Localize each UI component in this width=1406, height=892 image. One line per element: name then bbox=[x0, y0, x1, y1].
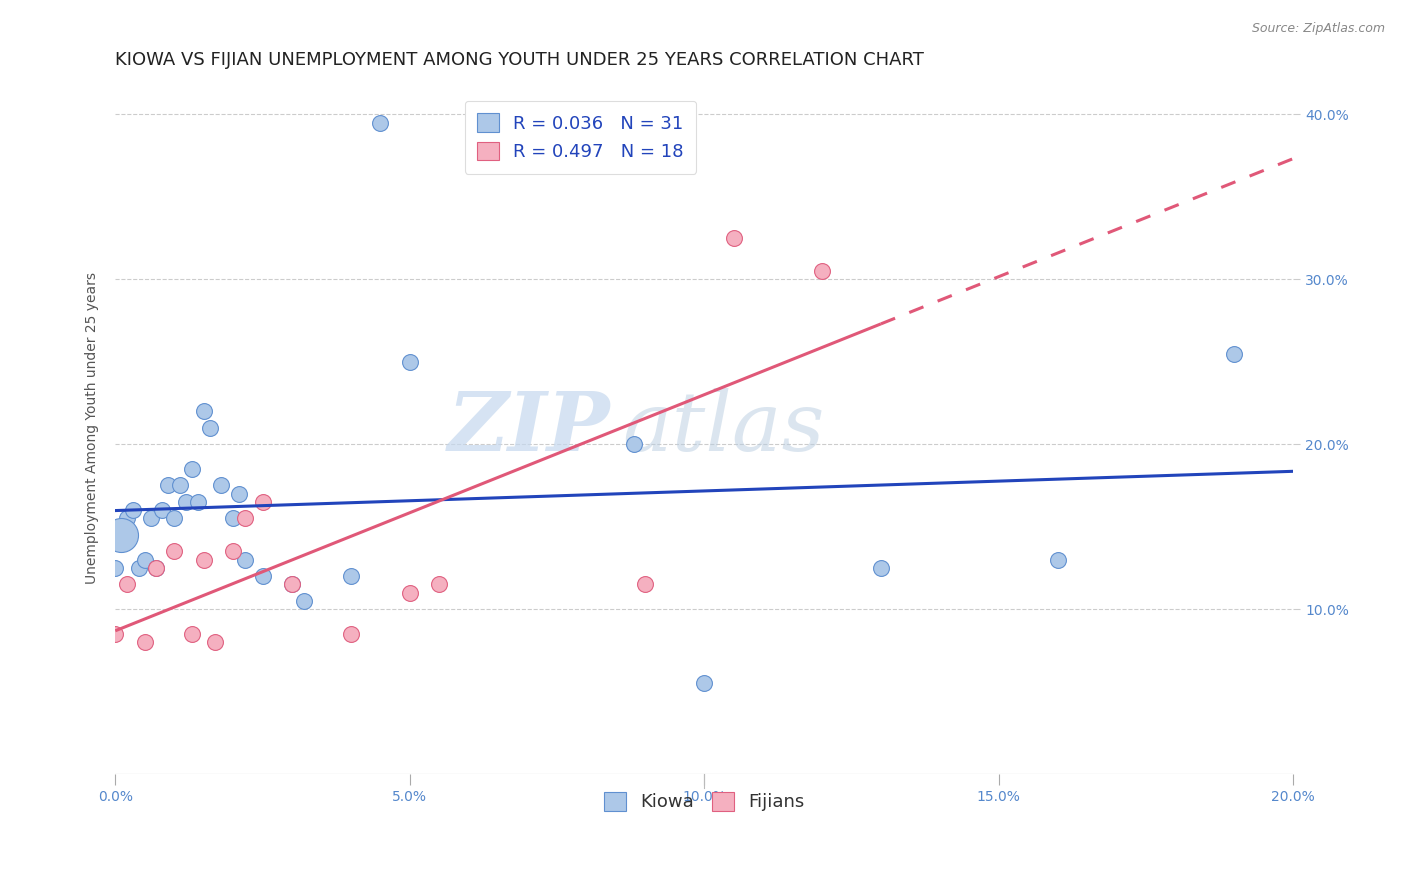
Text: Source: ZipAtlas.com: Source: ZipAtlas.com bbox=[1251, 22, 1385, 36]
Point bbox=[623, 437, 645, 451]
Point bbox=[198, 421, 221, 435]
Point bbox=[180, 462, 202, 476]
Point bbox=[139, 511, 162, 525]
Point bbox=[870, 561, 893, 575]
Point bbox=[368, 115, 391, 129]
Point bbox=[634, 577, 657, 591]
Point bbox=[222, 511, 245, 525]
Point bbox=[233, 552, 256, 566]
Point bbox=[134, 552, 156, 566]
Point bbox=[427, 577, 450, 591]
Point bbox=[1223, 346, 1246, 360]
Point bbox=[104, 561, 127, 575]
Point bbox=[723, 231, 745, 245]
Point bbox=[340, 627, 363, 641]
Point bbox=[150, 503, 173, 517]
Point bbox=[398, 355, 420, 369]
Point bbox=[115, 577, 138, 591]
Point bbox=[193, 404, 215, 418]
Point bbox=[281, 577, 304, 591]
Point bbox=[811, 264, 834, 278]
Point bbox=[292, 594, 315, 608]
Point bbox=[104, 627, 127, 641]
Point bbox=[145, 561, 167, 575]
Point bbox=[174, 495, 197, 509]
Point bbox=[193, 552, 215, 566]
Point bbox=[340, 569, 363, 583]
Point bbox=[110, 528, 132, 542]
Point bbox=[693, 676, 716, 690]
Point bbox=[163, 511, 186, 525]
Point bbox=[122, 503, 145, 517]
Point bbox=[252, 495, 274, 509]
Point bbox=[180, 627, 202, 641]
Point bbox=[134, 635, 156, 649]
Point bbox=[115, 511, 138, 525]
Point bbox=[169, 478, 191, 492]
Point bbox=[157, 478, 180, 492]
Point bbox=[145, 561, 167, 575]
Y-axis label: Unemployment Among Youth under 25 years: Unemployment Among Youth under 25 years bbox=[86, 272, 100, 583]
Point bbox=[204, 635, 226, 649]
Point bbox=[128, 561, 150, 575]
Text: KIOWA VS FIJIAN UNEMPLOYMENT AMONG YOUTH UNDER 25 YEARS CORRELATION CHART: KIOWA VS FIJIAN UNEMPLOYMENT AMONG YOUTH… bbox=[115, 51, 924, 69]
Point bbox=[222, 544, 245, 558]
Point bbox=[187, 495, 209, 509]
Point bbox=[209, 478, 232, 492]
Point bbox=[398, 585, 420, 599]
Point bbox=[252, 569, 274, 583]
Legend: Kiowa, Fijians: Kiowa, Fijians bbox=[592, 780, 817, 824]
Text: atlas: atlas bbox=[621, 388, 824, 467]
Point bbox=[1046, 552, 1069, 566]
Point bbox=[228, 486, 250, 500]
Point bbox=[163, 544, 186, 558]
Text: ZIP: ZIP bbox=[447, 388, 610, 467]
Point bbox=[281, 577, 304, 591]
Point bbox=[233, 511, 256, 525]
